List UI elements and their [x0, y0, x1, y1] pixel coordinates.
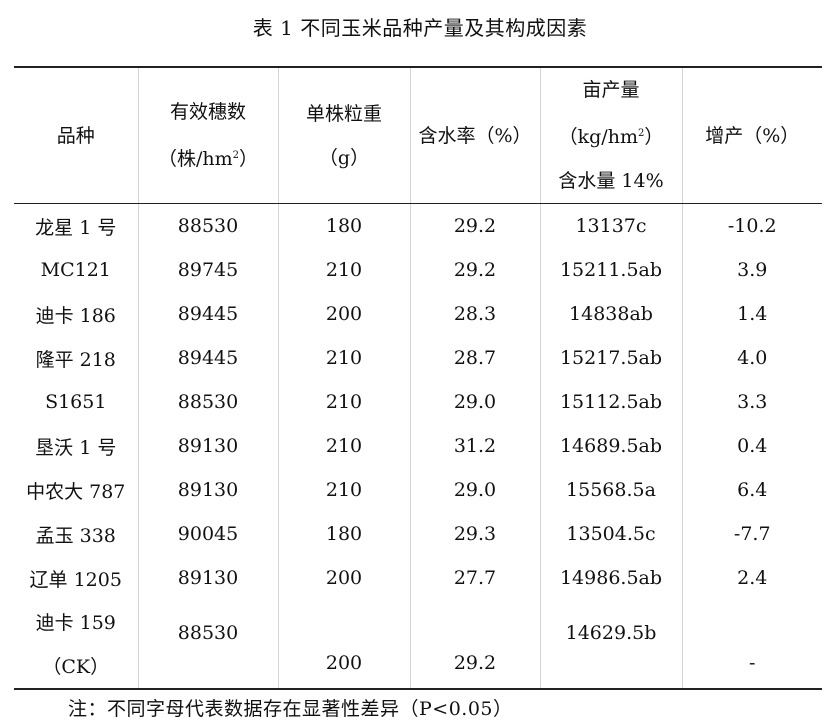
cell-moisture: 28.3	[409, 292, 540, 336]
header-row: 品种 有效穗数 （株/hm2） 单株粒重 （g） 含水率（%） 亩产量 （kg/…	[14, 66, 822, 204]
cell-grain-weight: 210	[277, 424, 410, 468]
cell-ears: 88530	[137, 203, 278, 248]
cell-yield: 15211.5ab	[539, 248, 682, 292]
table-row: 中农大 787 89130 210 29.0 15568.5a 6.4	[14, 468, 822, 512]
cell-variety: 垦沃 1 号	[35, 436, 117, 459]
cell-increase: 6.4	[681, 468, 822, 512]
cell-grain-weight: 180	[277, 512, 410, 556]
cell-moisture: 29.2	[409, 203, 540, 248]
cell-grain-weight: 210	[277, 336, 410, 380]
cell-yield: 14629.5b	[539, 600, 682, 690]
cell-variety: 迪卡 186	[35, 304, 116, 327]
cell-variety: 迪卡 159 （CK）	[14, 600, 138, 690]
table-row: 龙星 1 号 88530 180 29.2 13137c -10.2	[14, 203, 822, 248]
table-row: MC121 89745 210 29.2 15211.5ab 3.9	[14, 248, 822, 292]
cell-moisture: 29.0	[409, 380, 540, 424]
cell-grain-weight: 210	[277, 468, 410, 512]
table-row: 孟玉 338 90045 180 29.3 13504.5c -7.7	[14, 512, 822, 556]
cell-grain-weight: 200	[277, 600, 410, 690]
table-row: 隆平 218 89445 210 28.7 15217.5ab 4.0	[14, 336, 822, 380]
cell-ears: 89445	[137, 336, 278, 380]
cell-yield: 14838ab	[539, 292, 682, 336]
cell-grain-weight: 210	[277, 248, 410, 292]
cell-grain-weight: 210	[277, 380, 410, 424]
cell-variety: MC121	[40, 259, 111, 281]
cell-increase: 3.3	[681, 380, 822, 424]
table-row: 迪卡 186 89445 200 28.3 14838ab 1.4	[14, 292, 822, 336]
cell-yield: 14689.5ab	[539, 424, 682, 468]
header-variety: 品种	[14, 66, 138, 204]
cell-increase: -7.7	[681, 512, 822, 556]
header-grain-weight: 单株粒重 （g）	[277, 66, 410, 204]
table-caption: 表 1 不同玉米品种产量及其构成因素	[252, 16, 588, 40]
cell-moisture: 29.3	[409, 512, 540, 556]
cell-increase: 1.4	[681, 292, 822, 336]
table-row-ck: 迪卡 159 （CK） 88530 200 29.2 14629.5b -	[14, 600, 822, 690]
cell-yield: 14986.5ab	[539, 556, 682, 600]
cell-ears: 88530	[137, 600, 278, 690]
header-yield: 亩产量 （kg/hm2） 含水量 14%	[539, 66, 682, 204]
table-row: 垦沃 1 号 89130 210 31.2 14689.5ab 0.4	[14, 424, 822, 468]
cell-yield: 15568.5a	[539, 468, 682, 512]
header-effective-ears: 有效穗数 （株/hm2）	[137, 66, 278, 204]
cell-variety: 孟玉 338	[35, 524, 116, 547]
cell-increase: 0.4	[681, 424, 822, 468]
cell-ears: 89130	[137, 556, 278, 600]
header-moisture: 含水率（%）	[409, 66, 540, 204]
cell-yield: 15217.5ab	[539, 336, 682, 380]
cell-moisture: 29.2	[409, 248, 540, 292]
cell-ears: 89445	[137, 292, 278, 336]
cell-ears: 88530	[137, 380, 278, 424]
cell-yield: 13504.5c	[539, 512, 682, 556]
cell-increase: -10.2	[681, 203, 822, 248]
cell-ears: 89130	[137, 468, 278, 512]
cell-variety: 隆平 218	[35, 348, 116, 371]
cell-moisture: 29.0	[409, 468, 540, 512]
table-note: 注：不同字母代表数据存在显著性差异（P<0.05）	[68, 698, 513, 720]
cell-variety: S1651	[45, 391, 107, 413]
cell-moisture: 29.2	[409, 600, 540, 690]
header-increase: 增产（%）	[681, 66, 822, 204]
cell-grain-weight: 200	[277, 292, 410, 336]
cell-moisture: 28.7	[409, 336, 540, 380]
cell-yield: 15112.5ab	[539, 380, 682, 424]
cell-yield: 13137c	[539, 203, 682, 248]
cell-increase: 4.0	[681, 336, 822, 380]
cell-moisture: 31.2	[409, 424, 540, 468]
cell-moisture: 27.7	[409, 556, 540, 600]
cell-variety: 中农大 787	[26, 480, 126, 503]
cell-ears: 89745	[137, 248, 278, 292]
table-row: S1651 88530 210 29.0 15112.5ab 3.3	[14, 380, 822, 424]
cell-ears: 89130	[137, 424, 278, 468]
cell-variety: 辽单 1205	[29, 568, 122, 591]
cell-grain-weight: 200	[277, 556, 410, 600]
yield-table: 品种 有效穗数 （株/hm2） 单株粒重 （g） 含水率（%） 亩产量 （kg/…	[14, 66, 822, 690]
cell-ears: 90045	[137, 512, 278, 556]
cell-variety: 龙星 1 号	[35, 216, 117, 239]
cell-increase: 2.4	[681, 556, 822, 600]
cell-increase: -	[681, 600, 822, 690]
table-row: 辽单 1205 89130 200 27.7 14986.5ab 2.4	[14, 556, 822, 600]
cell-grain-weight: 180	[277, 203, 410, 248]
cell-increase: 3.9	[681, 248, 822, 292]
